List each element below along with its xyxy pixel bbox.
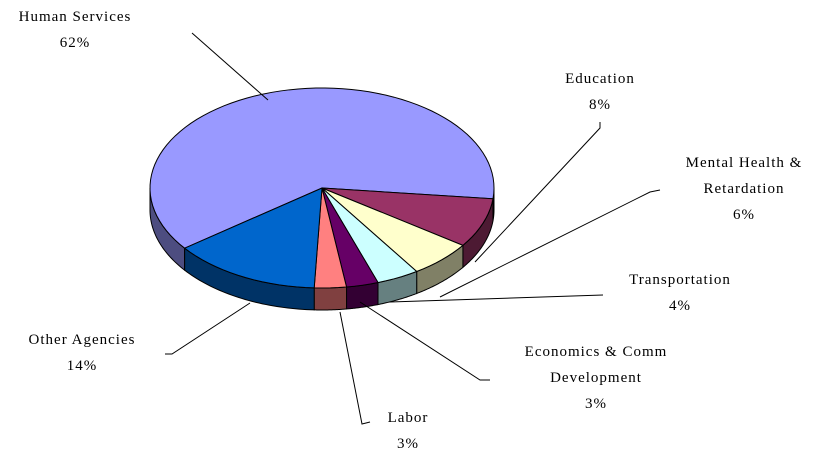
slice-label: Economics & Comm Development 3% [491, 339, 701, 417]
leader-lines [165, 32, 661, 425]
category-label: Economics & Comm Development [524, 344, 668, 386]
slice [149, 87, 495, 249]
slice [321, 187, 464, 273]
category-label: Other Agencies [28, 332, 136, 348]
category-label: Human Services [18, 9, 132, 25]
slice-label: Other Agencies 14% [0, 327, 172, 379]
leader-line [339, 311, 371, 425]
category-label: Transportation [629, 272, 731, 288]
leader-line [474, 122, 601, 263]
value-label: 3% [397, 436, 419, 452]
slice [321, 187, 418, 284]
leader-line [389, 294, 604, 303]
category-label: Labor [387, 410, 429, 426]
category-label: Mental Health & Retardation [685, 155, 803, 197]
slice-label: Mental Health & Retardation 6% [659, 150, 822, 228]
value-label: 6% [733, 207, 755, 223]
leader-line [439, 189, 661, 298]
slice-label: Labor 3% [358, 405, 458, 457]
slice-label: Education 8% [520, 66, 680, 118]
leader-line [359, 301, 490, 381]
slice-sides [149, 187, 495, 311]
value-label: 8% [589, 97, 611, 113]
slice [183, 187, 323, 289]
leader-line [165, 302, 251, 355]
slice-label: Human Services 62% [0, 4, 175, 56]
slice-tops [149, 87, 495, 289]
value-label: 14% [66, 358, 98, 374]
slice [321, 187, 494, 246]
leader-line [191, 32, 269, 101]
value-label: 3% [585, 396, 607, 412]
slice-label: Transportation 4% [600, 267, 760, 319]
category-label: Education [565, 71, 635, 87]
slice-side [313, 286, 348, 311]
value-label: 4% [669, 298, 691, 314]
value-label: 62% [59, 35, 91, 51]
